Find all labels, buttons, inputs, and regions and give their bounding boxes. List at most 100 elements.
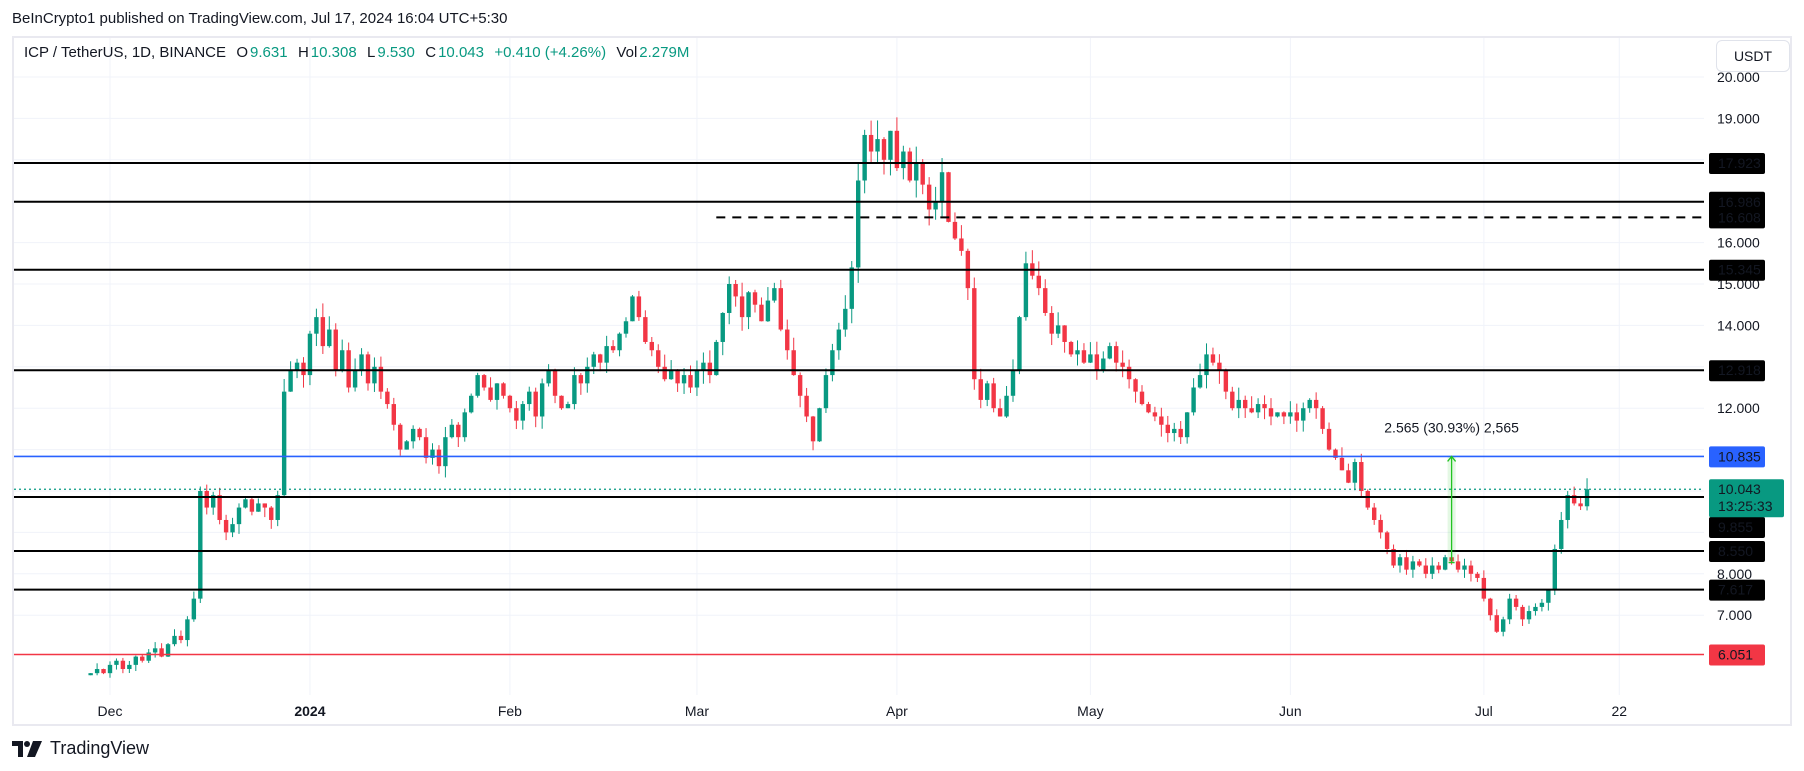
candle	[1075, 340, 1080, 366]
candle	[759, 297, 764, 322]
candle-body	[856, 180, 861, 268]
price-tick-label: 14.000	[1717, 317, 1760, 333]
candle-body	[146, 652, 151, 661]
candle	[572, 367, 577, 410]
candle-body	[1307, 399, 1312, 409]
candle-body	[1268, 408, 1274, 417]
candle-body	[1571, 495, 1577, 504]
candle	[243, 497, 248, 509]
candle-body	[752, 292, 758, 305]
candle	[1223, 368, 1229, 400]
candle-body	[101, 669, 106, 674]
candle	[1404, 549, 1409, 575]
candle-body	[1346, 470, 1351, 483]
candle-body	[1359, 462, 1364, 491]
candle	[1417, 559, 1422, 568]
candle-body	[1088, 354, 1093, 363]
candle	[1243, 395, 1248, 418]
level-label-bg	[1709, 259, 1765, 281]
candle-body	[385, 391, 390, 405]
candle	[269, 506, 274, 529]
candle	[1126, 359, 1132, 389]
candle	[856, 162, 861, 283]
candle	[1081, 343, 1087, 364]
candle-body	[262, 503, 267, 508]
candle-body	[843, 308, 848, 330]
candle	[823, 368, 829, 413]
candle-body	[469, 395, 474, 413]
candle-body	[972, 288, 977, 380]
candle-body	[1526, 611, 1532, 620]
candle	[810, 415, 816, 451]
candle	[488, 377, 493, 402]
candle-body	[1539, 602, 1545, 607]
candle	[1288, 401, 1293, 424]
candle-body	[1404, 557, 1409, 570]
candle-body	[327, 329, 332, 347]
candle-body	[1326, 428, 1332, 450]
footer-brand[interactable]: TradingView	[12, 738, 149, 759]
candle-body	[378, 366, 384, 392]
candle	[1468, 560, 1474, 582]
candle	[1152, 406, 1158, 422]
level-label-text: 16.986	[1718, 194, 1761, 210]
candle-body	[1126, 366, 1132, 380]
candle	[101, 668, 106, 675]
candle-body	[630, 296, 635, 322]
candle	[1068, 340, 1074, 357]
candle-body	[501, 383, 506, 396]
candle-body	[1004, 395, 1009, 417]
candle-body	[1055, 325, 1061, 334]
candle	[1236, 387, 1241, 419]
candle	[610, 340, 616, 353]
candle-body	[340, 350, 345, 371]
candle-body	[1430, 565, 1435, 574]
candle	[1049, 306, 1054, 346]
candle	[817, 407, 822, 442]
candle	[514, 400, 519, 430]
candle-body	[675, 370, 680, 384]
candle	[630, 294, 635, 322]
candle-body	[1062, 325, 1067, 342]
candle-body	[120, 660, 126, 670]
candle	[410, 425, 416, 449]
candle	[1559, 511, 1564, 554]
candle-body	[1481, 577, 1487, 599]
candle	[398, 423, 403, 456]
candle	[223, 514, 229, 541]
candle-body	[1384, 532, 1390, 549]
candle	[701, 352, 706, 384]
low-label: L	[367, 44, 376, 61]
candle	[1281, 411, 1287, 425]
candle-body	[314, 317, 319, 334]
candle-body	[449, 424, 455, 438]
candle	[456, 422, 461, 448]
candle	[1307, 398, 1312, 413]
candle	[1481, 570, 1487, 602]
candle-body	[230, 524, 235, 533]
candle-body	[701, 362, 706, 371]
currency-button[interactable]: USDT	[1716, 40, 1790, 72]
candle-body	[559, 395, 564, 409]
candle	[475, 372, 480, 398]
candle-body	[797, 375, 803, 396]
candle-body	[443, 437, 448, 467]
time-tick-label: May	[1077, 703, 1103, 719]
candle-body	[514, 408, 519, 421]
volume-value: 2.279M	[639, 44, 690, 61]
measure-label: 2.565 (30.93%) 2,565	[1384, 419, 1519, 435]
candle	[746, 291, 751, 330]
candle	[778, 279, 783, 332]
candle-body	[720, 312, 725, 342]
level-label-10.835: 10.835	[1709, 446, 1765, 468]
candle-body	[352, 370, 358, 388]
candle	[1513, 595, 1519, 611]
candle	[881, 137, 887, 175]
candle	[1301, 402, 1306, 432]
candle-body	[1520, 606, 1525, 620]
level-label-7.617: 7.617	[1709, 579, 1765, 601]
symbol-title[interactable]: ICP / TetherUS, 1D, BINANCE	[24, 44, 227, 61]
candle	[1526, 605, 1532, 624]
candle	[1230, 386, 1235, 411]
